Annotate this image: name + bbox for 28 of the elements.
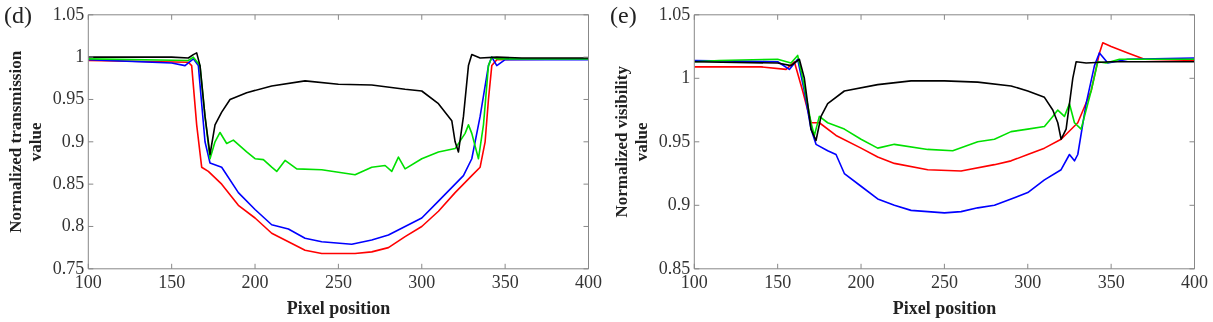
x-tick-label: 250 (324, 272, 352, 293)
y-tick-label: 1 (681, 67, 691, 88)
y-tick-label: 1.05 (52, 3, 85, 24)
x-tick-label: 400 (575, 272, 602, 293)
x-tick-label: 150 (158, 272, 186, 293)
x-tick-label: 150 (764, 272, 792, 293)
y-axis-title: Normalized visibility value (611, 65, 651, 218)
x-tick-label: 250 (930, 272, 958, 293)
y-tick-label: 0.8 (61, 215, 85, 236)
x-tick-label: 400 (1181, 272, 1208, 293)
y-tick-label: 0.95 (658, 130, 691, 151)
x-tick-label: 200 (847, 272, 875, 293)
x-tick-label: 200 (241, 272, 269, 293)
y-axis-title: Normalized transmission value (5, 50, 45, 233)
x-tick-label: 300 (408, 272, 436, 293)
y-tick-label: 0.95 (52, 88, 85, 109)
y-tick-label: 1 (75, 45, 85, 66)
x-tick-label: 350 (1097, 272, 1125, 293)
y-tick-label: 1.05 (658, 3, 691, 24)
y-tick-label: 0.85 (52, 172, 85, 193)
chart-title: (e) (610, 2, 637, 29)
x-tick-label: 300 (1014, 272, 1042, 293)
x-tick-label: 350 (491, 272, 519, 293)
y-tick-label: 0.9 (667, 194, 691, 215)
y-tick-label: 0.9 (61, 130, 85, 151)
x-axis-title: Pixel position (286, 297, 391, 318)
x-axis-title: Pixel position (892, 297, 997, 318)
chart-title: (d) (4, 2, 32, 29)
